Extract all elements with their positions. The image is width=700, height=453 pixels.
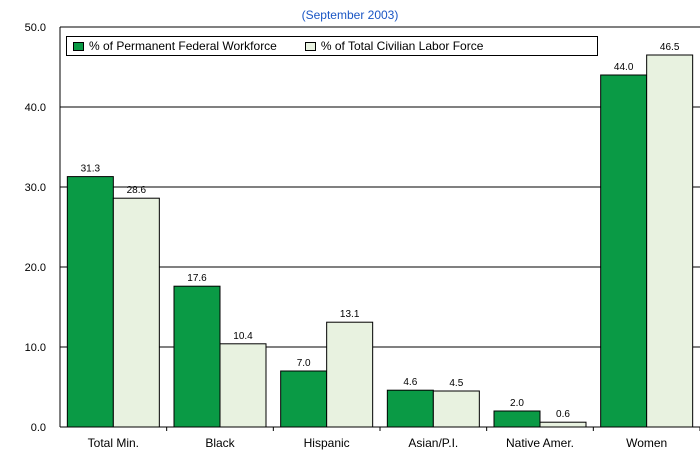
bar — [493, 410, 541, 428]
x-tick-label: Asian/P.I. — [408, 436, 458, 450]
bar — [219, 343, 267, 428]
bar-value-label: 0.6 — [556, 409, 570, 420]
bar — [66, 176, 114, 428]
y-tick-label: 20.0 — [25, 262, 46, 274]
chart-subtitle: (September 2003) — [301, 8, 399, 22]
chart-legend: % of Permanent Federal Workforce % of To… — [66, 36, 598, 56]
bar-value-label: 31.3 — [81, 164, 101, 175]
bar — [539, 421, 587, 428]
legend-item-federal: % of Permanent Federal Workforce — [73, 39, 277, 53]
y-tick-label: 0.0 — [31, 422, 46, 434]
bar-value-label: 10.4 — [233, 331, 253, 342]
bar-value-label: 4.6 — [403, 377, 417, 388]
y-tick-label: 50.0 — [25, 22, 46, 34]
legend-swatch-federal — [73, 41, 84, 51]
bar — [326, 321, 374, 428]
bar-value-label: 17.6 — [187, 273, 207, 284]
bar-value-label: 28.6 — [127, 185, 147, 196]
bar — [280, 370, 328, 428]
y-tick-label: 40.0 — [25, 102, 46, 114]
bar-value-label: 13.1 — [340, 309, 360, 320]
y-tick-label: 10.0 — [25, 342, 46, 354]
x-tick-label: Women — [626, 436, 667, 450]
bar-value-label: 46.5 — [660, 42, 680, 53]
bar-value-label: 4.5 — [449, 378, 463, 389]
bar — [646, 54, 694, 428]
bar — [112, 197, 160, 428]
legend-label-federal: % of Permanent Federal Workforce — [89, 39, 277, 53]
bar-value-label: 2.0 — [510, 398, 524, 409]
y-tick-label: 30.0 — [25, 182, 46, 194]
x-tick-label: Total Min. — [88, 436, 139, 450]
x-tick-label: Native Amer. — [506, 436, 574, 450]
bar — [173, 285, 221, 428]
bar-value-label: 44.0 — [614, 62, 634, 73]
x-tick-label: Hispanic — [304, 436, 350, 450]
bar — [600, 74, 648, 428]
bar — [432, 390, 480, 428]
legend-label-civilian: % of Total Civilian Labor Force — [320, 39, 484, 53]
bar-value-label: 7.0 — [297, 358, 311, 369]
bar — [386, 389, 434, 428]
legend-item-civilian: % of Total Civilian Labor Force — [304, 39, 484, 53]
x-tick-label: Black — [205, 436, 235, 450]
legend-swatch-civilian — [304, 41, 316, 51]
